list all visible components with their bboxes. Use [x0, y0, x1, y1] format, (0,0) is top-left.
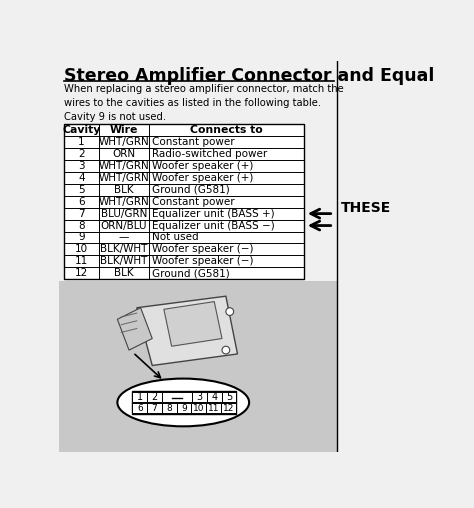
Bar [162, 403, 177, 413]
Bar [64, 124, 304, 279]
Text: 5: 5 [226, 392, 232, 402]
Text: 8: 8 [78, 220, 85, 231]
Text: Constant power: Constant power [152, 137, 235, 147]
Text: Equalizer unit (BASS +): Equalizer unit (BASS +) [152, 209, 275, 218]
Text: Constant power: Constant power [152, 197, 235, 207]
Text: ORN: ORN [112, 149, 136, 159]
Polygon shape [137, 296, 237, 365]
Text: —: — [119, 233, 129, 242]
Text: 11: 11 [75, 257, 88, 266]
Bar [221, 403, 236, 413]
Text: WHT/GRN: WHT/GRN [99, 173, 149, 183]
Text: 6: 6 [137, 404, 143, 412]
Bar [147, 392, 162, 402]
Bar [191, 403, 206, 413]
Text: WHT/GRN: WHT/GRN [99, 137, 149, 147]
Text: Woofer speaker (+): Woofer speaker (+) [152, 173, 254, 183]
Text: WHT/GRN: WHT/GRN [99, 161, 149, 171]
Text: Woofer speaker (−): Woofer speaker (−) [152, 244, 254, 255]
Text: 1: 1 [78, 137, 85, 147]
Ellipse shape [118, 378, 249, 426]
Text: BLU/GRN: BLU/GRN [101, 209, 147, 218]
Text: 9: 9 [181, 404, 187, 412]
Bar [222, 392, 237, 402]
Text: When replacing a stereo amplifier connector, match the
wires to the cavities as : When replacing a stereo amplifier connec… [64, 84, 344, 122]
Circle shape [222, 346, 230, 354]
Text: Not used: Not used [152, 233, 199, 242]
Text: WHT/GRN: WHT/GRN [99, 197, 149, 207]
Text: 9: 9 [78, 233, 85, 242]
Polygon shape [164, 302, 222, 346]
Text: Woofer speaker (−): Woofer speaker (−) [152, 257, 254, 266]
Bar [133, 392, 147, 402]
Bar [337, 61, 427, 452]
Text: 10: 10 [193, 404, 204, 412]
Text: 10: 10 [75, 244, 88, 255]
Text: 2: 2 [78, 149, 85, 159]
Text: Equalizer unit (BASS −): Equalizer unit (BASS −) [152, 220, 275, 231]
Bar [132, 391, 237, 414]
Polygon shape [118, 308, 152, 350]
Text: Woofer speaker (+): Woofer speaker (+) [152, 161, 254, 171]
Text: 3: 3 [196, 392, 202, 402]
Bar [64, 124, 304, 279]
Text: 7: 7 [152, 404, 157, 412]
Text: Radio-switched power: Radio-switched power [152, 149, 267, 159]
Text: BLK/WHT: BLK/WHT [100, 257, 147, 266]
Bar [147, 403, 162, 413]
Text: 12: 12 [75, 268, 88, 278]
Text: 8: 8 [166, 404, 172, 412]
Bar [162, 392, 192, 402]
Text: 2: 2 [152, 392, 158, 402]
Bar [133, 403, 147, 413]
Text: 7: 7 [78, 209, 85, 218]
Text: THESE: THESE [341, 201, 392, 215]
Text: 6: 6 [78, 197, 85, 207]
Bar [59, 281, 337, 452]
Text: 4: 4 [211, 392, 217, 402]
Text: 11: 11 [208, 404, 219, 412]
Text: Connects to: Connects to [190, 125, 263, 135]
Text: ORN/BLU: ORN/BLU [100, 220, 147, 231]
Text: 4: 4 [78, 173, 85, 183]
Text: Wire: Wire [110, 125, 138, 135]
Text: 1: 1 [137, 392, 143, 402]
Text: Stereo Amplifier Connector and Equal: Stereo Amplifier Connector and Equal [64, 67, 434, 85]
Bar [59, 61, 337, 452]
Text: 3: 3 [78, 161, 85, 171]
Text: BLK: BLK [114, 185, 134, 195]
Text: BLK: BLK [114, 268, 134, 278]
Text: Cavity: Cavity [62, 125, 100, 135]
Bar [207, 392, 222, 402]
Text: BLK/WHT: BLK/WHT [100, 244, 147, 255]
Text: 5: 5 [78, 185, 85, 195]
Bar [192, 392, 207, 402]
Bar [206, 403, 221, 413]
Text: Ground (G581): Ground (G581) [152, 185, 230, 195]
Circle shape [226, 308, 234, 315]
Text: Ground (G581): Ground (G581) [152, 268, 230, 278]
Text: 12: 12 [222, 404, 234, 412]
Bar [177, 403, 191, 413]
